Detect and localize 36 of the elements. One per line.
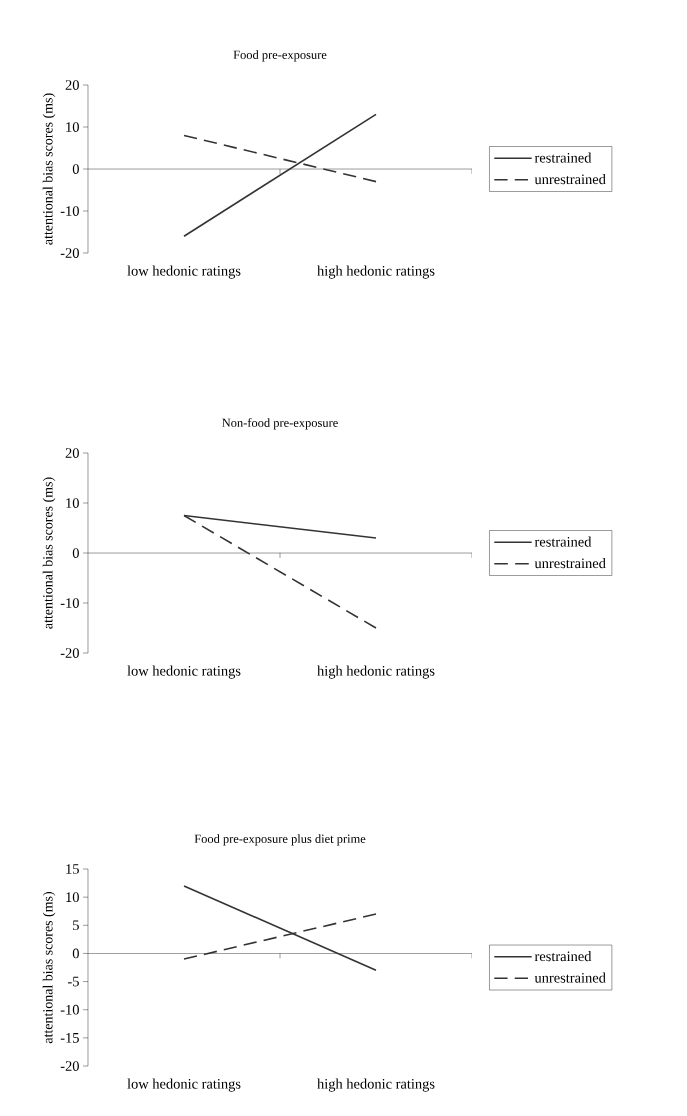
y-tick-label: 10 [66, 498, 79, 508]
y-axis-title: attentional bias scores (ms) [42, 93, 56, 245]
y-tick-label: -20 [60, 1061, 79, 1071]
x-tick-label: high hedonic ratings [317, 1078, 435, 1092]
chart-title: Non-food pre-exposure [222, 418, 338, 430]
legend-label: restrained [534, 951, 592, 962]
y-tick-label: 5 [73, 920, 79, 931]
y-tick-label: 10 [66, 122, 79, 132]
chart-title: Food pre-exposure plus diet prime [194, 834, 366, 846]
y-axis-title: attentional bias scores (ms) [42, 892, 56, 1044]
x-tick-label: high hedonic ratings [317, 265, 435, 279]
y-tick-label: -15 [60, 1033, 79, 1043]
y-tick-label: -20 [60, 248, 79, 258]
y-tick-label: -5 [67, 976, 79, 987]
x-tick-label: low hedonic ratings [127, 665, 241, 679]
legend-label: restrained [534, 536, 592, 547]
y-tick-label: 20 [65, 448, 79, 458]
legend-label: unrestrained [534, 972, 606, 983]
legend-label: unrestrained [534, 558, 606, 569]
y-tick-label: 15 [66, 864, 79, 874]
y-tick-label: 10 [66, 892, 79, 903]
chart-title: Food pre-exposure [233, 50, 327, 62]
y-tick-label: -20 [60, 648, 79, 658]
y-tick-label: 20 [65, 80, 79, 90]
x-tick-label: high hedonic ratings [317, 665, 435, 679]
y-axis-title: attentional bias scores (ms) [42, 477, 56, 629]
y-tick-label: -10 [60, 1004, 79, 1015]
x-tick-label: low hedonic ratings [127, 265, 241, 279]
legend-label: unrestrained [534, 174, 606, 185]
x-tick-label: low hedonic ratings [127, 1078, 241, 1092]
y-tick-label: 0 [72, 164, 79, 174]
y-tick-label: 0 [72, 948, 79, 959]
y-tick-label: 0 [72, 548, 79, 558]
y-tick-label: -10 [60, 598, 79, 608]
legend-label: restrained [534, 152, 592, 163]
y-tick-label: -10 [60, 206, 79, 216]
